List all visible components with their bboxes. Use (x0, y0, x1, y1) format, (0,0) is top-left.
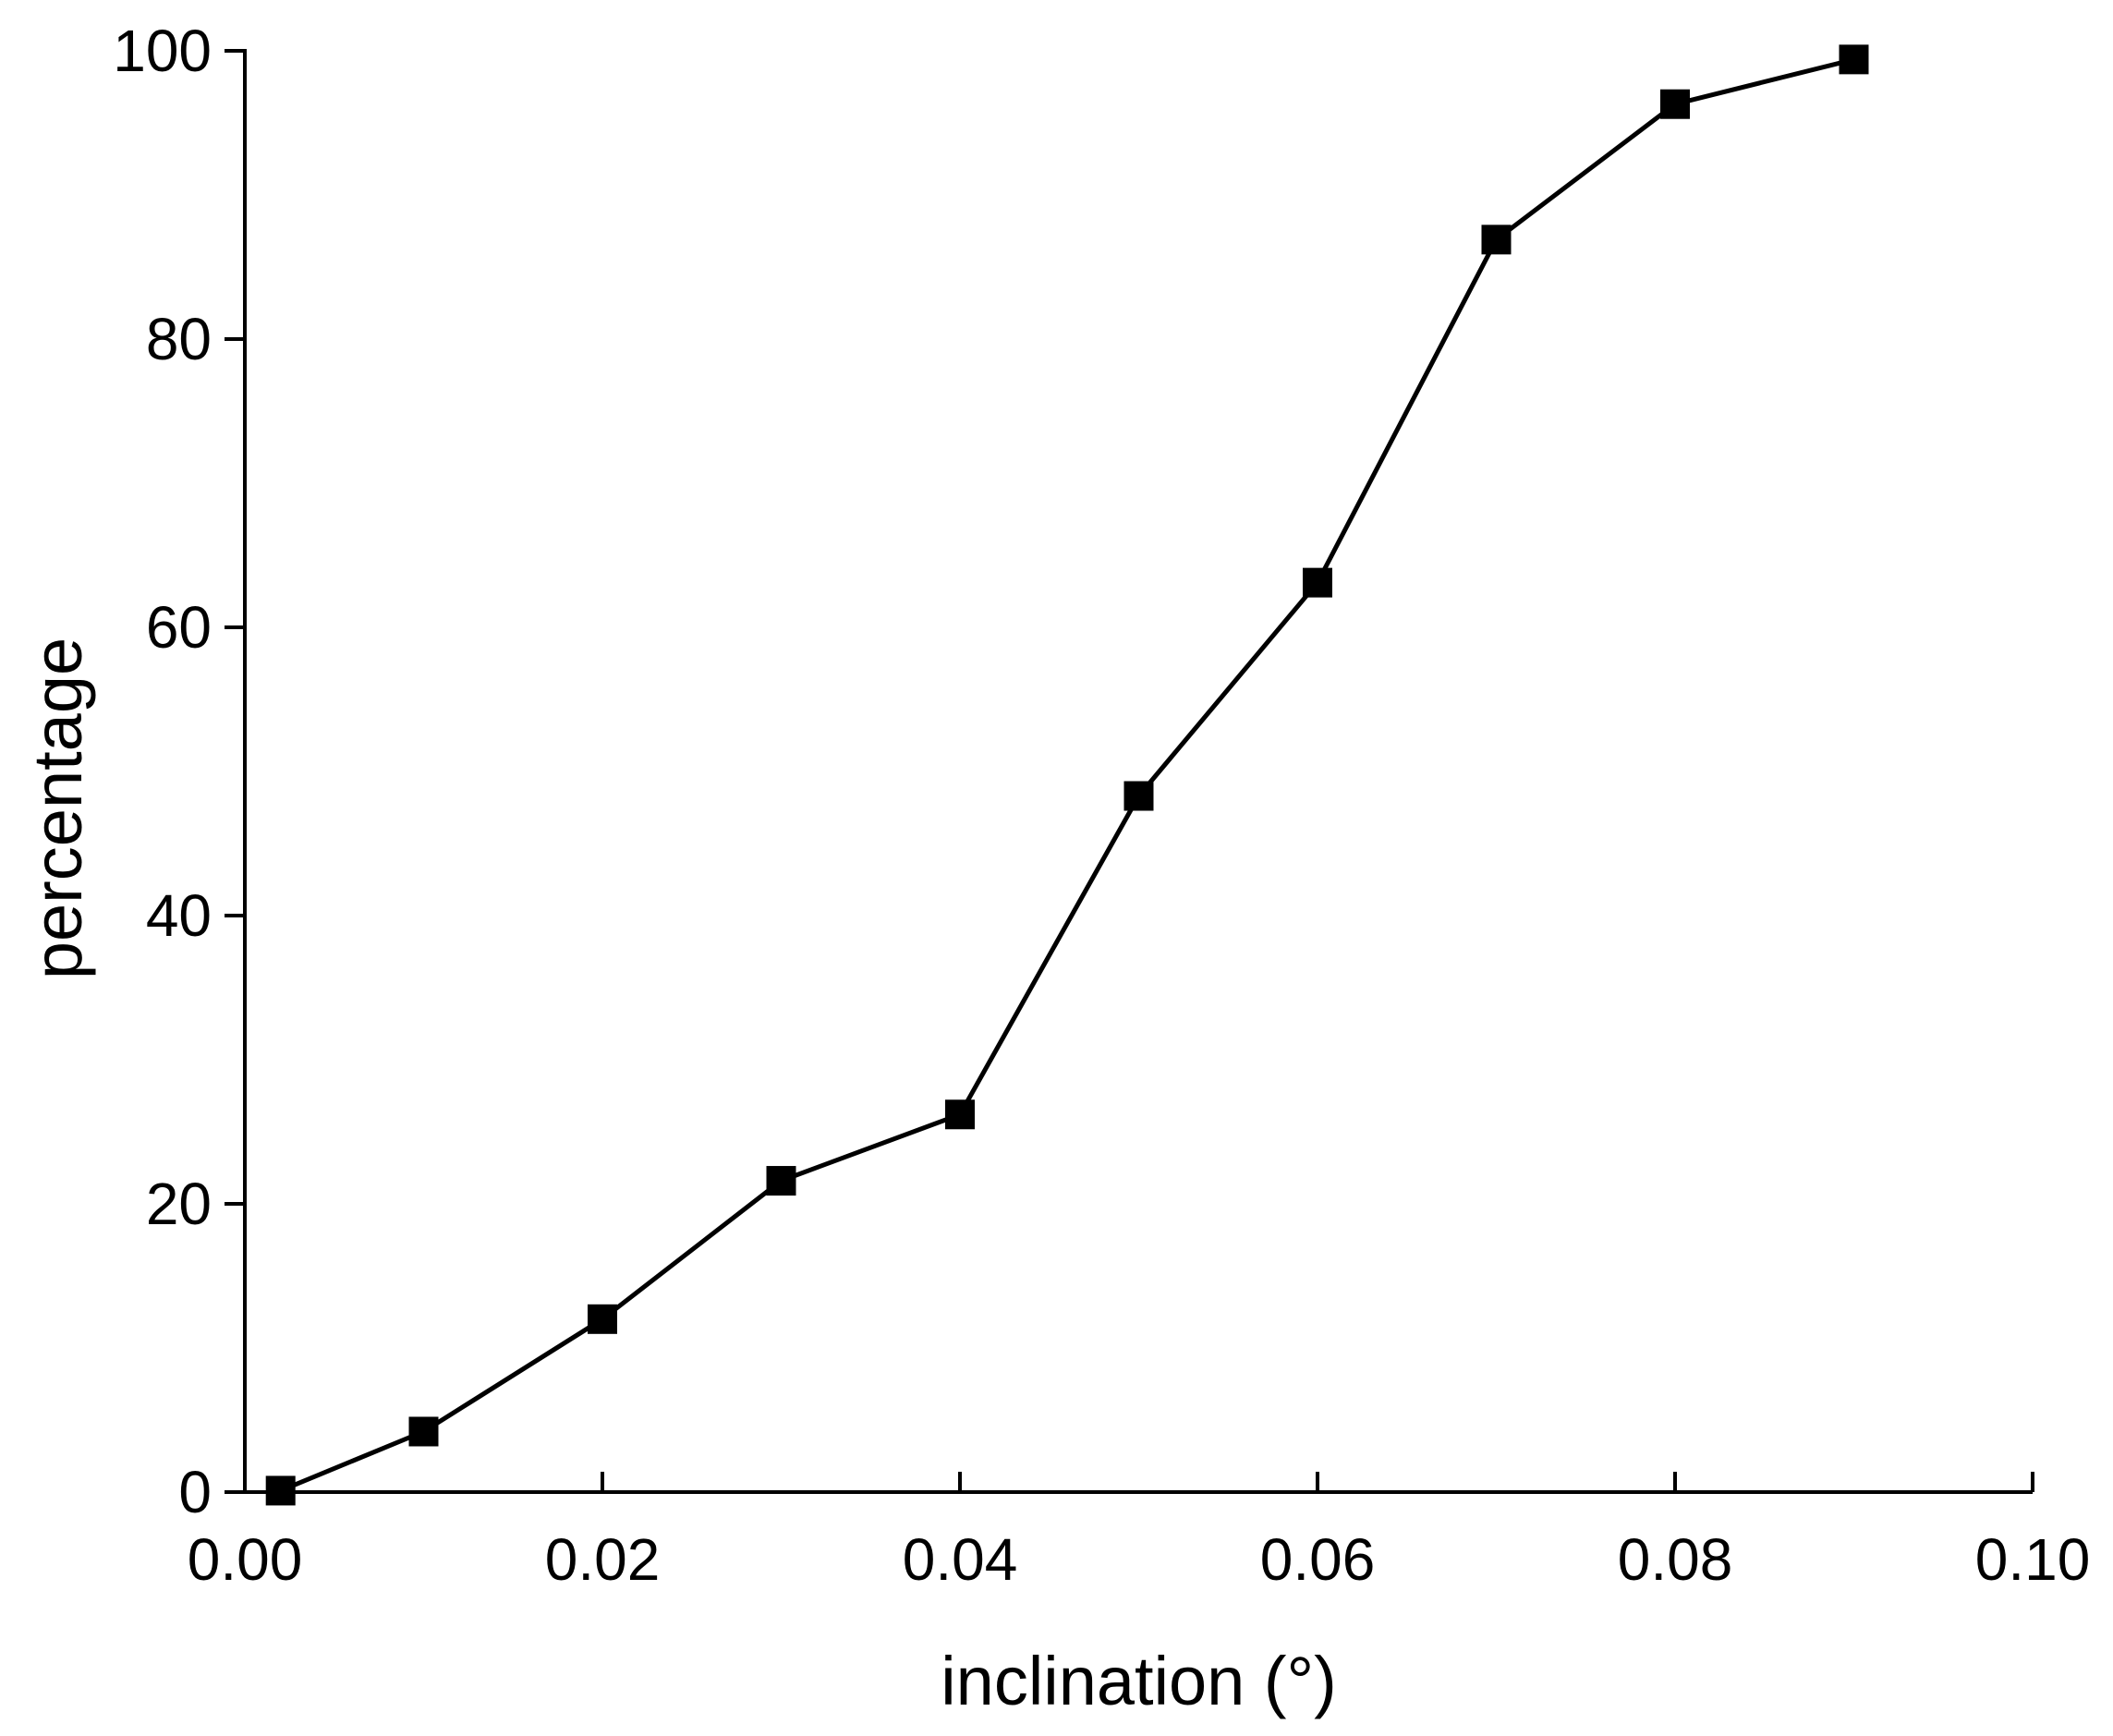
data-point-marker (1481, 225, 1512, 255)
data-point-marker (588, 1304, 617, 1334)
data-point-marker (408, 1416, 439, 1447)
y-tick-label: 60 (146, 594, 212, 661)
axes (243, 49, 2033, 1494)
x-tick-label: 0.06 (1260, 1526, 1376, 1593)
data-point-marker (1839, 44, 1869, 75)
x-tick-label: 0.02 (545, 1526, 661, 1593)
tick-labels: 0 20 40 60 80 100 0.00 0.02 0.04 0.06 0.08 0.10 (113, 18, 2090, 1593)
y-tick-label: 100 (113, 18, 212, 84)
data-point-marker (1660, 89, 1690, 119)
data-point-marker (1123, 781, 1154, 811)
data-point-marker (945, 1099, 975, 1130)
y-axis-title: percentage (19, 637, 96, 979)
y-tick-label: 0 (178, 1459, 212, 1525)
y-tick-label: 80 (146, 306, 212, 372)
y-tick-label: 20 (146, 1171, 212, 1237)
x-tick-label: 0.00 (188, 1526, 303, 1593)
data-point-marker (265, 1475, 296, 1506)
x-axis-title: inclination (°) (941, 1643, 1337, 1719)
x-tick-label: 0.10 (1975, 1526, 2091, 1593)
x-tick-label: 0.04 (903, 1526, 1018, 1593)
x-tick-label: 0.08 (1618, 1526, 1733, 1593)
y-tick-label: 40 (146, 882, 212, 949)
series-line (279, 56, 1855, 1493)
data-point-marker (766, 1166, 796, 1196)
series (279, 56, 1855, 1493)
ticks (225, 49, 2034, 1494)
data-point-marker (1303, 567, 1332, 598)
markers (265, 44, 1869, 1506)
